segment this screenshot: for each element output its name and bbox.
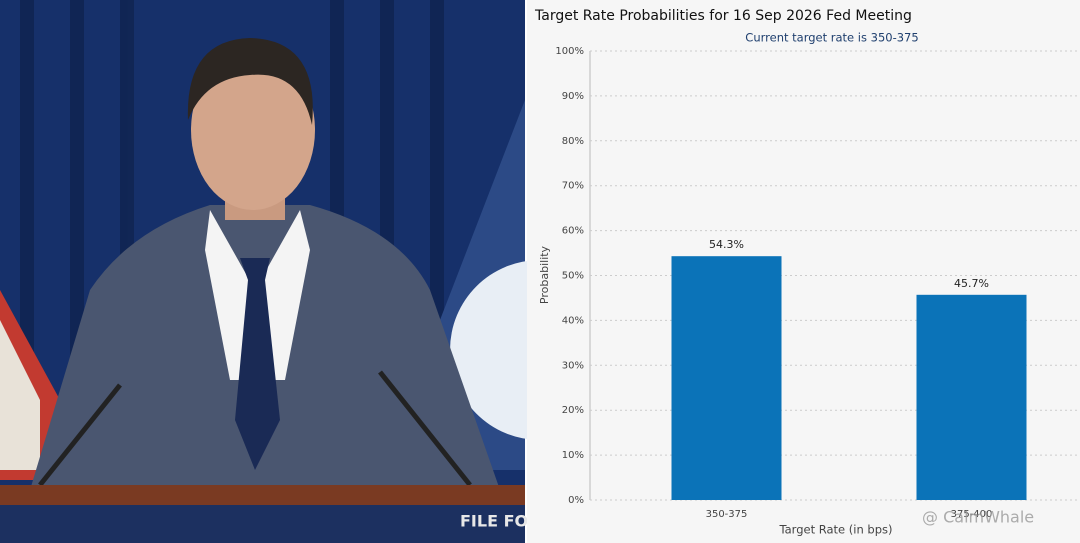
tie xyxy=(235,258,280,470)
bar xyxy=(671,256,782,500)
podium-text: FILE FO xyxy=(460,512,528,531)
podium-top xyxy=(0,485,525,505)
value-label: 54.3% xyxy=(709,238,744,251)
photo: FILE FO xyxy=(0,0,630,543)
y-tick-label: 0% xyxy=(568,495,584,506)
y-tick-label: 40% xyxy=(562,315,584,326)
y-tick-label: 100% xyxy=(555,46,584,57)
y-tick-label: 50% xyxy=(562,271,584,282)
plot: 0% 10% 20% 30% 40% 50% 60% 70% 80% 90% 100% 350-375… xyxy=(555,46,1080,520)
watermark: @ CalmWhale xyxy=(922,508,1034,527)
chart-title: Target Rate Probabilities for 16 Sep 202… xyxy=(534,8,912,24)
microphone xyxy=(38,383,122,487)
bar xyxy=(916,294,1027,500)
y-tick-label: 10% xyxy=(562,450,584,461)
podium xyxy=(0,505,525,543)
flag-stripe xyxy=(0,320,40,470)
hair xyxy=(187,38,313,125)
x-tick-label: 375-400 xyxy=(951,509,993,520)
face xyxy=(191,50,315,210)
chart-subtitle: Current target rate is 350-375 xyxy=(745,31,918,45)
microphone xyxy=(378,370,472,487)
y-tick-label: 80% xyxy=(562,136,584,147)
y-axis-label: Probability xyxy=(538,245,551,304)
x-tick-label: 350-375 xyxy=(706,509,748,520)
x-axis-label: Target Rate (in bps) xyxy=(779,523,893,537)
y-tick-label: 30% xyxy=(562,360,584,371)
value-label: 45.7% xyxy=(954,277,989,290)
y-tick-label: 70% xyxy=(562,181,584,192)
y-tick-label: 90% xyxy=(562,91,584,102)
y-tick-label: 60% xyxy=(562,226,584,237)
y-tick-label: 20% xyxy=(562,405,584,416)
